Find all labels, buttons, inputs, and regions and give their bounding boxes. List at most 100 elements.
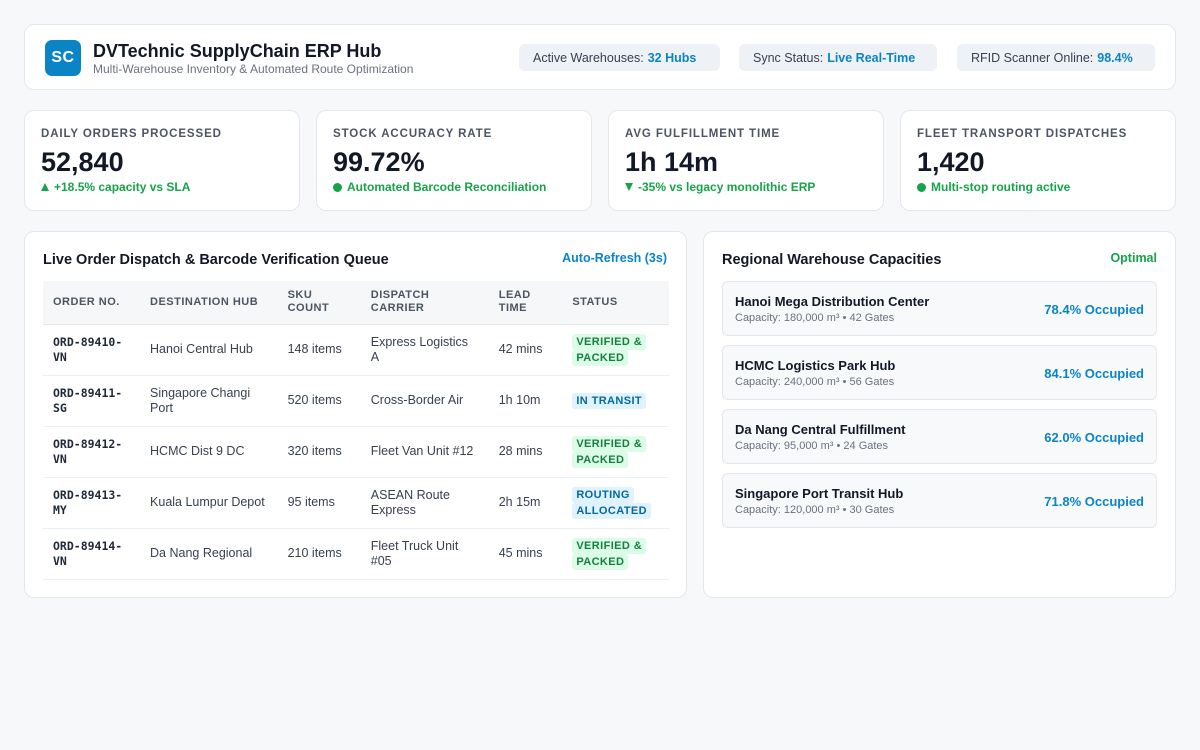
lead-time: 2h 15m — [488, 477, 563, 529]
status-cell: VERIFIED & PACKED — [562, 324, 669, 376]
status-badge: IN TRANSIT — [572, 392, 647, 409]
warehouse-item[interactable]: Singapore Port Transit Hub Capacity: 120… — [722, 473, 1157, 528]
capacity-status-label: Optimal — [1110, 251, 1157, 265]
order-number: ORD-89411-SG — [43, 375, 141, 427]
table-row[interactable]: ORD-89411-SG Singapore Changi Port 520 i… — [43, 375, 669, 427]
warehouse-occupancy: 78.4% Occupied — [1044, 302, 1144, 317]
kpi-note-text: Automated Barcode Reconciliation — [347, 180, 547, 194]
warehouse-capacities-panel: Regional Warehouse Capacities Optimal Ha… — [703, 231, 1176, 598]
destination-hub: Singapore Changi Port — [140, 375, 278, 427]
column-header: Order No. — [43, 281, 141, 325]
lead-time: 28 mins — [488, 426, 563, 478]
panel-title: Live Order Dispatch & Barcode Verificati… — [43, 252, 389, 268]
kpi-value: 1h 14m — [625, 147, 719, 177]
kpi-note-text: -35% vs legacy monolithic ERP — [638, 180, 816, 194]
dispatch-queue-panel: Live Order Dispatch & Barcode Verificati… — [24, 231, 687, 598]
kpi-note: -35% vs legacy monolithic ERP — [625, 180, 815, 194]
warehouse-capacity: Capacity: 120,000 m³ • 30 Gates — [735, 504, 895, 516]
lead-time: 1h 10m — [488, 375, 563, 427]
dispatch-table: Order No. Destination Hub SKU Count Disp… — [43, 281, 669, 580]
column-header: Dispatch Carrier — [360, 281, 489, 325]
status-badge: ROUTING ALLOCATED — [572, 486, 651, 519]
warehouse-name: Singapore Port Transit Hub — [735, 486, 904, 501]
order-number: ORD-89413-MY — [43, 477, 141, 529]
destination-hub: Kuala Lumpur Depot — [140, 477, 278, 529]
pill-label: RFID Scanner Online: — [971, 50, 1094, 65]
dispatch-carrier: Cross-Border Air — [360, 375, 489, 427]
kpi-note-text: +18.5% capacity vs SLA — [54, 180, 191, 194]
kpi-card-stock-accuracy: Stock Accuracy Rate 99.72% Automated Bar… — [316, 110, 592, 211]
warehouse-capacity: Capacity: 95,000 m³ • 24 Gates — [735, 440, 889, 452]
column-header: Status — [562, 281, 669, 325]
sync-status-pill: Sync Status: Live Real-Time — [739, 44, 937, 71]
warehouse-item[interactable]: Da Nang Central Fulfillment Capacity: 95… — [722, 409, 1157, 464]
sku-count: 95 items — [277, 477, 361, 529]
app-subtitle: Multi-Warehouse Inventory & Automated Ro… — [93, 62, 414, 76]
app-title: DVTechnic SupplyChain ERP Hub — [93, 41, 382, 61]
column-header: Destination Hub — [140, 281, 278, 325]
sku-count: 520 items — [277, 375, 361, 427]
pill-value: 32 Hubs — [647, 50, 697, 65]
status-dot-icon — [917, 182, 926, 192]
app-logo: SC — [45, 40, 81, 76]
dispatch-carrier: Fleet Van Unit #12 — [360, 426, 489, 478]
sku-count: 210 items — [277, 528, 361, 580]
warehouse-name: Hanoi Mega Distribution Center — [735, 294, 930, 309]
kpi-note: Multi-stop routing active — [917, 180, 1070, 194]
rfid-scanner-pill: RFID Scanner Online: 98.4% — [957, 44, 1155, 71]
kpi-note: +18.5% capacity vs SLA — [41, 180, 190, 194]
kpi-note: Automated Barcode Reconciliation — [333, 180, 546, 194]
status-badge: VERIFIED & PACKED — [572, 435, 647, 468]
warehouse-capacity: Capacity: 180,000 m³ • 42 Gates — [735, 312, 895, 324]
lead-time: 45 mins — [488, 528, 563, 580]
status-cell: VERIFIED & PACKED — [562, 426, 669, 478]
warehouse-item[interactable]: HCMC Logistics Park Hub Capacity: 240,00… — [722, 345, 1157, 400]
status-badge: VERIFIED & PACKED — [572, 333, 647, 366]
pill-label: Sync Status: — [753, 50, 824, 65]
status-cell: ROUTING ALLOCATED — [562, 477, 669, 529]
kpi-label: Daily Orders Processed — [41, 128, 222, 140]
down-triangle-icon — [625, 183, 633, 191]
column-header: SKU Count — [277, 281, 361, 325]
active-warehouses-pill: Active Warehouses: 32 Hubs — [519, 44, 720, 71]
table-row[interactable]: ORD-89414-VN Da Nang Regional 210 items … — [43, 528, 669, 580]
app-header: SC DVTechnic SupplyChain ERP Hub Multi-W… — [24, 24, 1176, 90]
auto-refresh-button[interactable]: Auto-Refresh (3s) — [562, 251, 667, 265]
warehouse-item[interactable]: Hanoi Mega Distribution Center Capacity:… — [722, 281, 1157, 336]
kpi-value: 99.72% — [333, 147, 425, 177]
order-number: ORD-89412-VN — [43, 426, 141, 478]
warehouse-capacity: Capacity: 240,000 m³ • 56 Gates — [735, 376, 895, 388]
dispatch-carrier: Fleet Truck Unit #05 — [360, 528, 489, 580]
sku-count: 320 items — [277, 426, 361, 478]
order-number: ORD-89414-VN — [43, 528, 141, 580]
kpi-card-fulfillment-time: Avg Fulfillment Time 1h 14m -35% vs lega… — [608, 110, 884, 211]
pill-value: Live Real-Time — [827, 50, 916, 65]
dispatch-carrier: Express Logistics A — [360, 324, 489, 376]
warehouse-name: HCMC Logistics Park Hub — [735, 358, 896, 373]
column-header: Lead Time — [488, 281, 563, 325]
kpi-value: 52,840 — [41, 147, 124, 177]
pill-value: 98.4% — [1097, 50, 1133, 65]
table-row[interactable]: ORD-89410-VN Hanoi Central Hub 148 items… — [43, 324, 669, 376]
kpi-value: 1,420 — [917, 147, 985, 177]
panel-title: Regional Warehouse Capacities — [722, 252, 942, 268]
warehouse-name: Da Nang Central Fulfillment — [735, 422, 906, 437]
kpi-card-daily-orders: Daily Orders Processed 52,840 +18.5% cap… — [24, 110, 300, 211]
warehouse-occupancy: 71.8% Occupied — [1044, 494, 1144, 509]
destination-hub: HCMC Dist 9 DC — [140, 426, 278, 478]
table-row[interactable]: ORD-89413-MY Kuala Lumpur Depot 95 items… — [43, 477, 669, 529]
sku-count: 148 items — [277, 324, 361, 376]
status-dot-icon — [333, 182, 342, 192]
pill-label: Active Warehouses: — [533, 50, 644, 65]
kpi-label: Avg Fulfillment Time — [625, 128, 781, 140]
warehouse-occupancy: 84.1% Occupied — [1044, 366, 1144, 381]
destination-hub: Da Nang Regional — [140, 528, 278, 580]
status-badge: VERIFIED & PACKED — [572, 537, 647, 570]
warehouse-occupancy: 62.0% Occupied — [1044, 430, 1144, 445]
order-number: ORD-89410-VN — [43, 324, 141, 376]
status-cell: VERIFIED & PACKED — [562, 528, 669, 580]
kpi-card-fleet-dispatches: Fleet Transport Dispatches 1,420 Multi-s… — [900, 110, 1176, 211]
status-cell: IN TRANSIT — [562, 375, 669, 427]
table-row[interactable]: ORD-89412-VN HCMC Dist 9 DC 320 items Fl… — [43, 426, 669, 478]
table-header-row: Order No. Destination Hub SKU Count Disp… — [43, 281, 669, 325]
